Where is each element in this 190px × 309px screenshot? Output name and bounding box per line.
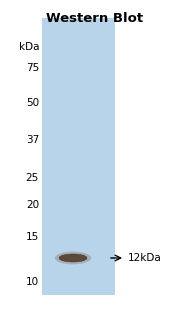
Text: 75: 75 (26, 63, 39, 73)
Text: 37: 37 (26, 135, 39, 145)
Text: 12kDa: 12kDa (128, 253, 162, 263)
Text: Western Blot: Western Blot (46, 12, 144, 25)
Ellipse shape (59, 254, 87, 262)
Text: 25: 25 (26, 173, 39, 183)
FancyBboxPatch shape (42, 18, 115, 295)
Text: 15: 15 (26, 232, 39, 242)
Ellipse shape (55, 252, 91, 265)
Text: 50: 50 (26, 98, 39, 108)
Text: 20: 20 (26, 200, 39, 210)
Text: kDa: kDa (18, 42, 39, 52)
Text: 10: 10 (26, 277, 39, 287)
